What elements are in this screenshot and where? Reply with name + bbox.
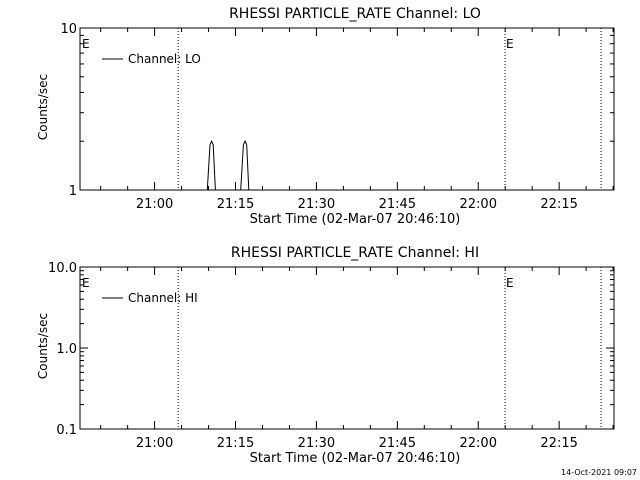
x-tick-label: 21:15: [217, 197, 254, 212]
chart-title: RHESSI PARTICLE_RATE Channel: HI: [231, 245, 479, 261]
x-tick-label: 21:45: [379, 436, 416, 451]
timestamp: 14-Oct-2021 09:07: [561, 468, 637, 477]
series-line-0: [206, 139, 250, 191]
chart-title: RHESSI PARTICLE_RATE Channel: LO: [229, 6, 481, 22]
panel-hi: RHESSI PARTICLE_RATE Channel: HI Start Ti…: [36, 245, 615, 466]
x-tick-label: 21:30: [298, 436, 335, 451]
x-tick-label: 21:30: [298, 197, 335, 212]
event-marker: E: [506, 276, 514, 290]
x-tick-label: 22:00: [460, 436, 497, 451]
x-tick-label: 21:45: [379, 197, 416, 212]
y-axis-label: Counts/sec: [36, 313, 50, 379]
x-tick-label: 22:15: [540, 436, 577, 451]
event-marker: E: [82, 276, 90, 290]
x-tick-label: 21:00: [136, 197, 173, 212]
x-tick-label: 22:00: [460, 197, 497, 212]
x-axis-label: Start Time (02-Mar-07 20:46:10): [250, 451, 461, 466]
plot-frame: [79, 27, 615, 191]
x-tick-label: 21:15: [217, 436, 254, 451]
panel-lo: RHESSI PARTICLE_RATE Channel: LO Start Ti…: [36, 6, 615, 227]
y-axis-label: Counts/sec: [36, 74, 50, 140]
x-tick-label: 22:15: [540, 197, 577, 212]
x-axis-label: Start Time (02-Mar-07 20:46:10): [250, 212, 461, 227]
y-tick-label: 10.0: [48, 261, 77, 276]
legend-label: Channel: HI: [128, 291, 198, 305]
y-tick-label: 1: [69, 184, 77, 199]
x-tick-label: 21:00: [136, 436, 173, 451]
event-marker: E: [82, 37, 90, 51]
y-tick-label: 1.0: [56, 342, 77, 357]
y-tick-label: 0.1: [56, 423, 77, 438]
event-marker: E: [506, 37, 514, 51]
legend-label: Channel: LO: [128, 52, 201, 66]
y-tick-label: 10: [60, 22, 77, 37]
